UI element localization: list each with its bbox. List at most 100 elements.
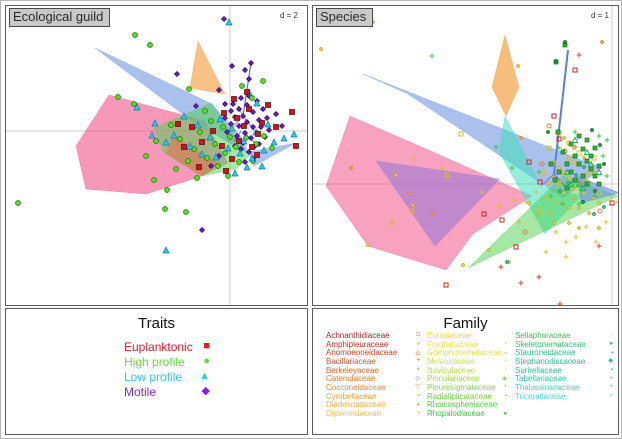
family-legend-item: Melosiraceae ▪ xyxy=(427,357,507,366)
family-marker-icon: ◆ xyxy=(502,375,507,382)
trait-label: Euplanktonic xyxy=(124,339,193,354)
series-orange-open-circle xyxy=(522,123,603,235)
family-legend-item: Radialiplicataceae ▪ xyxy=(427,392,507,401)
convex-hull-planktonic-top xyxy=(189,40,226,95)
family-legend-item: Tabellariaceae + xyxy=(515,374,613,383)
family-label: Tabellariaceae xyxy=(515,374,567,384)
trait-label: Motile xyxy=(124,384,157,399)
family-legend-item: Berkeleyaceae × xyxy=(326,366,420,375)
family-legend-item: Achnanthidiaceae □ xyxy=(326,331,420,340)
family-label: Naviculaceae xyxy=(427,365,476,375)
family-label: Cocconeidaceae xyxy=(326,382,386,392)
family-legend-item: Triceratiaceae × xyxy=(515,392,613,401)
family-marker-icon: ◦ xyxy=(504,332,507,339)
convex-hull-hull-violet xyxy=(375,160,501,247)
series-red-open-square xyxy=(443,67,615,288)
family-label: Bacillariaceae xyxy=(326,356,376,366)
family-legend-item: Gomphonemataceae ▴ xyxy=(427,348,507,357)
family-label: Pleurosigmataceae xyxy=(427,382,496,392)
ordination-plot-species xyxy=(313,6,618,305)
family-marker-icon: ▪ xyxy=(610,349,613,356)
trait-legend-item: High profile ● xyxy=(124,354,210,369)
family-label: Skeletonemataceae xyxy=(515,339,586,349)
series-darkgreen-dot xyxy=(546,40,606,204)
family-marker-icon: ◆ xyxy=(608,358,613,365)
family-label: Rhoicospheniaceae xyxy=(427,400,498,410)
family-label: Fragilariaceae xyxy=(427,339,478,349)
triangle-marker-icon: ▲ xyxy=(199,370,210,382)
family-legend-item: Rhoicospheniaceae · xyxy=(427,400,507,410)
family-marker-icon: ● xyxy=(503,410,507,417)
family-marker-icon: ▪ xyxy=(610,367,613,374)
series-yellow-plus xyxy=(410,156,618,260)
series-euplanktonic xyxy=(175,89,299,174)
family-legend-item: Pinnulariaceae ◆ xyxy=(427,374,507,383)
family-marker-icon: ● xyxy=(609,341,613,348)
family-marker-icon: △ xyxy=(415,349,420,356)
family-label: Thalassiosiraceae xyxy=(515,382,580,392)
family-label: Anomoeoneidaceae xyxy=(326,348,398,358)
family-marker-icon: ▪ xyxy=(504,358,507,365)
panel-species: Species d = 1 xyxy=(312,5,619,306)
panel-ecological-guild: Ecological guild d = 2 xyxy=(5,5,308,306)
legend-traits-title: Traits xyxy=(138,315,175,332)
family-marker-icon: · xyxy=(611,332,613,339)
series-orange-dot xyxy=(349,40,604,216)
family-column-3: Sellaphoraceae · Skeletonemataceae ● Stauron… xyxy=(515,331,613,401)
series-green-square xyxy=(548,42,602,191)
family-legend-item: Bacillariaceae + xyxy=(326,357,420,366)
family-legend-item: Surirellaceae ▪ xyxy=(515,366,613,375)
family-legend-item: Anomoeoneidaceae △ xyxy=(326,348,420,357)
family-label: Achnanthidiaceae xyxy=(326,330,390,340)
family-marker-icon: + xyxy=(609,384,613,391)
family-legend-item: Stephanodiscaceae ◆ xyxy=(515,357,613,366)
family-label: Berkeleyaceae xyxy=(326,365,379,375)
family-marker-icon: ▪ xyxy=(504,393,507,400)
traits-list: Euplanktonic ■ High profile ● Low profile ▲ Mo… xyxy=(124,339,210,399)
scale-label-species: d = 1 xyxy=(590,11,609,20)
legend-family-title: Family xyxy=(443,315,488,332)
family-legend-item: Amphipleuraceae ○ xyxy=(326,340,420,349)
family-marker-icon: × xyxy=(416,367,420,374)
family-label: Surirellaceae xyxy=(515,365,562,375)
trait-legend-item: Euplanktonic ■ xyxy=(124,339,210,354)
trait-legend-item: Motile ◆ xyxy=(124,384,210,399)
family-marker-icon: · xyxy=(505,401,507,408)
family-marker-icon: ▴ xyxy=(503,349,507,356)
family-label: Diploneidaceae xyxy=(326,409,382,419)
family-label: Gomphonemataceae xyxy=(427,348,502,358)
family-marker-icon: × xyxy=(609,393,613,400)
family-label: Rhopalodiaceae xyxy=(427,409,485,419)
family-marker-icon: ◇ xyxy=(415,375,420,382)
family-legend-item: Cocconeidaceae ▽ xyxy=(326,383,420,392)
legend-traits: Traits Euplanktonic ■ High profile ● Low pro… xyxy=(5,308,308,435)
family-label: Stephanodiscaceae xyxy=(515,356,586,366)
family-label: Catenulaceae xyxy=(326,374,376,384)
ordination-plot-guild xyxy=(6,6,307,305)
square-marker-icon: ■ xyxy=(203,340,210,352)
series-green-open-triangle xyxy=(563,136,603,191)
diamond-marker-icon: ◆ xyxy=(201,385,210,397)
circle-marker-icon: ● xyxy=(203,355,210,367)
family-marker-icon: ▽ xyxy=(415,384,420,391)
family-legend-item: Stauroneidaceae ▪ xyxy=(515,348,613,357)
family-legend-item: Cymbellaceae ▪ xyxy=(326,392,420,401)
family-legend-item: Skeletonemataceae ● xyxy=(515,340,613,349)
family-legend-item: Thalassiosiraceae + xyxy=(515,383,613,392)
family-label: Cymbellaceae xyxy=(326,391,377,401)
family-label: Pinnulariaceae xyxy=(427,374,480,384)
family-legend-item: Pleurosigmataceae + xyxy=(427,383,507,392)
family-marker-icon: ▫ xyxy=(504,367,507,374)
family-label: Eunotiaceae xyxy=(427,330,472,340)
family-marker-icon: ▪ xyxy=(417,393,420,400)
convex-hull-hull-orange xyxy=(491,34,520,117)
family-label: Radialiplicataceae xyxy=(427,391,492,401)
family-legend-item: Diploneidaceae • xyxy=(326,409,420,418)
family-legend-item: Sellaphoraceae · xyxy=(515,331,613,340)
family-legend-item: Diadesmidaceae ● xyxy=(326,400,420,410)
family-label: Diadesmidaceae xyxy=(326,400,386,410)
family-marker-icon: ○ xyxy=(416,341,420,348)
family-marker-icon: ● xyxy=(416,401,420,408)
trait-label: High profile xyxy=(124,354,185,369)
